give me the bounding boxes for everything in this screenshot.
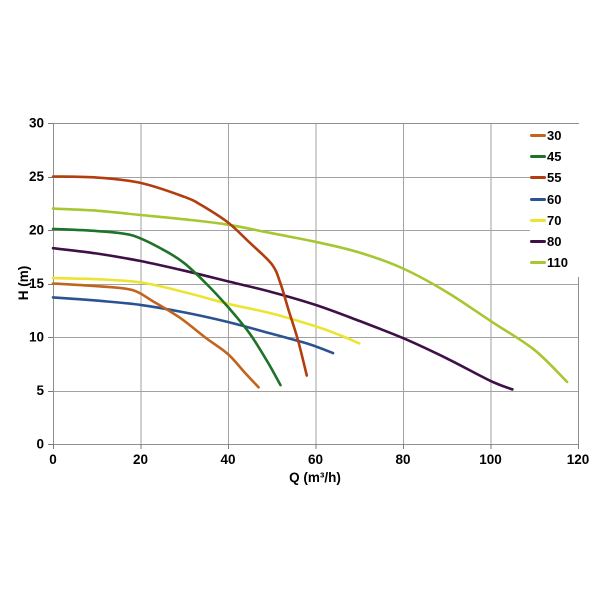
legend-label: 80 — [547, 234, 562, 250]
legend-item-80: 80 — [530, 231, 594, 252]
curve-80 — [51, 246, 514, 391]
y-tick-label: 0 — [36, 437, 44, 452]
legend-label: 55 — [547, 170, 562, 186]
legend-item-60: 60 — [530, 189, 594, 210]
y-tick-label: 30 — [29, 116, 44, 131]
legend-item-110: 110 — [530, 252, 594, 273]
x-tick-label: 0 — [49, 452, 57, 467]
y-axis-title: H (m) — [15, 265, 31, 301]
x-axis-title: Q (m³/h) — [289, 470, 341, 485]
y-tick-label: 5 — [36, 383, 44, 398]
legend-swatch-80 — [530, 240, 546, 244]
legend-item-55: 55 — [530, 167, 594, 188]
legend-label: 30 — [547, 128, 562, 144]
legend-swatch-110 — [530, 261, 546, 265]
legend-label: 70 — [547, 212, 562, 228]
legend: 30 45 55 60 70 80 110 — [530, 124, 594, 278]
legend-swatch-55 — [530, 176, 546, 180]
legend-label: 110 — [547, 255, 568, 271]
legend-swatch-70 — [530, 218, 546, 222]
x-tick-label: 60 — [308, 452, 323, 467]
legend-item-70: 70 — [530, 210, 594, 231]
legend-label: 60 — [547, 191, 562, 207]
legend-swatch-45 — [530, 155, 546, 159]
x-tick-label: 120 — [567, 452, 590, 467]
x-tick-label: 20 — [133, 452, 148, 467]
y-tick-label: 15 — [29, 276, 45, 291]
x-tick-label: 100 — [479, 452, 502, 467]
y-tick-label: 20 — [29, 223, 44, 238]
legend-swatch-60 — [530, 197, 546, 201]
y-tick-label: 25 — [29, 169, 45, 184]
legend-item-45: 45 — [530, 146, 594, 167]
legend-label: 45 — [547, 149, 562, 165]
x-tick-label: 40 — [220, 452, 235, 467]
curve-55 — [51, 175, 309, 377]
curve-70 — [51, 276, 361, 345]
legend-item-30: 30 — [530, 125, 594, 146]
curve-110 — [51, 207, 569, 384]
y-tick-label: 10 — [29, 330, 44, 345]
curve-30 — [51, 282, 260, 389]
curve-45 — [51, 227, 282, 387]
curve-60 — [51, 296, 335, 355]
legend-swatch-30 — [530, 134, 546, 138]
x-tick-label: 80 — [395, 452, 410, 467]
